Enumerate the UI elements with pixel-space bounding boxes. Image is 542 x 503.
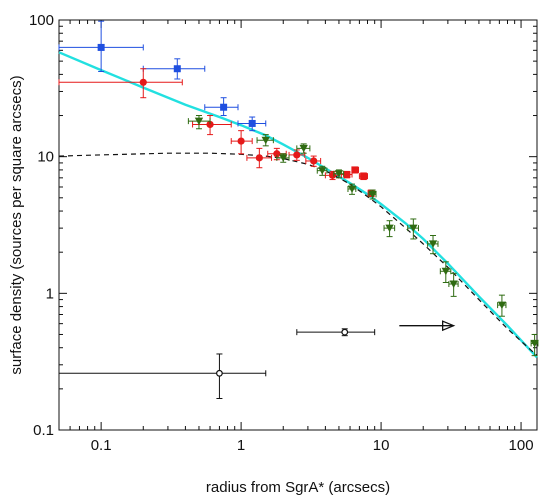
data-point-circle: [273, 150, 281, 158]
data-point-open-circle: [216, 369, 223, 377]
x-axis-label: radius from SgrA* (arcsecs): [206, 479, 390, 496]
x-tick-label: 100: [509, 437, 534, 454]
data-point-circle: [206, 120, 214, 129]
y-axis-label: surface density (sources per square arcs…: [8, 75, 25, 374]
plot-frame: [58, 19, 538, 431]
x-tick-label: 0.1: [91, 437, 112, 454]
data-point-square: [343, 171, 351, 179]
annotations-layer: [399, 320, 456, 332]
y-tick-label: 10: [37, 149, 54, 166]
data-point-triangle: [385, 224, 394, 233]
x-tick-label: 10: [373, 437, 390, 454]
data-point-circle: [139, 78, 147, 86]
dashed-model-curve: [58, 152, 538, 357]
data-point-triangle: [279, 154, 288, 162]
data-point-triangle: [428, 240, 438, 248]
solid-model-curve: [58, 51, 538, 359]
data-point-triangle: [530, 339, 539, 348]
data-point-square: [220, 103, 228, 111]
arrow-head: [442, 320, 456, 332]
data-point-circle: [237, 137, 245, 145]
data-point-triangle: [441, 267, 451, 276]
data-point-square: [173, 65, 181, 73]
ticks-layer: 0.1 1 10 100 0.1 1 10 100: [29, 12, 537, 454]
data-point-circle: [328, 171, 337, 179]
data-point-triangle: [334, 170, 344, 178]
data-point-triangle: [299, 144, 308, 153]
data-point-triangle: [261, 136, 270, 145]
data-point-open-circle: [341, 328, 349, 336]
data-point-triangle: [347, 185, 357, 193]
data-point-triangle: [497, 301, 507, 310]
data-point-square: [97, 43, 105, 51]
x-tick-label: 1: [237, 437, 245, 454]
y-tick-label: 100: [29, 12, 54, 29]
data-point-triangle: [194, 117, 204, 126]
curves-layer: [58, 51, 538, 359]
data-point-triangle: [368, 190, 377, 199]
data-point-circle: [293, 151, 301, 159]
data-point-triangle: [449, 280, 458, 289]
points-layer: [58, 20, 539, 400]
data-point-square: [360, 172, 368, 180]
data-point-square: [248, 119, 256, 127]
y-tick-label: 0.1: [33, 422, 54, 439]
data-point-triangle: [409, 224, 418, 233]
y-tick-label: 1: [46, 285, 54, 302]
data-point-circle: [255, 154, 263, 162]
data-point-triangle: [318, 167, 327, 175]
data-point-circle: [310, 157, 318, 165]
data-point-square: [351, 166, 359, 174]
